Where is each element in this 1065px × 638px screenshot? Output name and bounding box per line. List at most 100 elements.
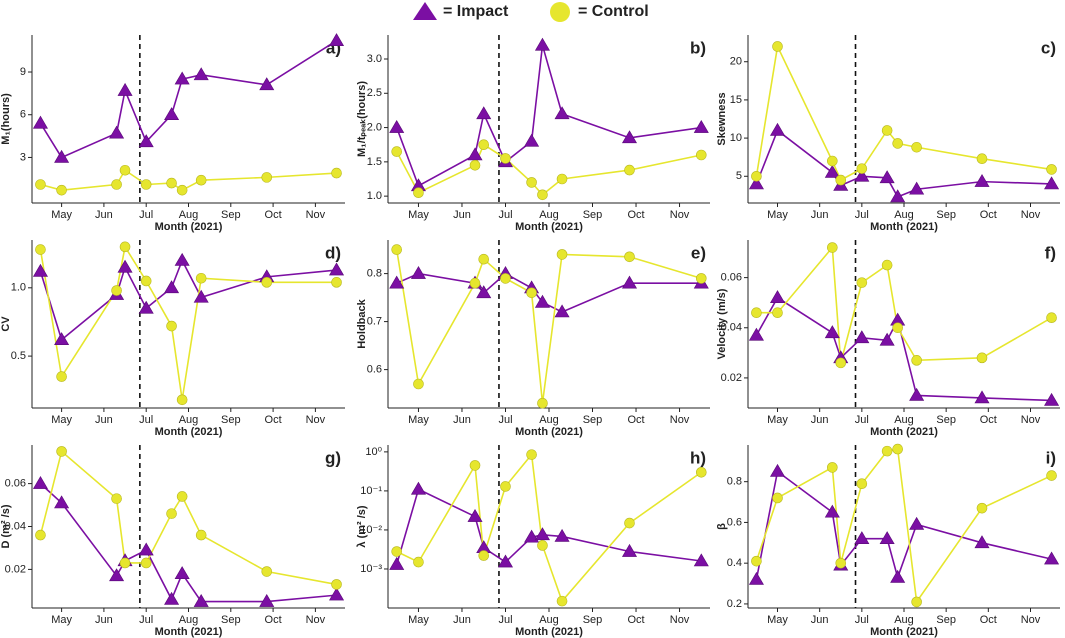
triangle-marker bbox=[32, 263, 48, 277]
x-tick-label: Aug bbox=[894, 414, 914, 426]
y-axis-title: D (m² /s) bbox=[0, 504, 12, 548]
panel: 0.5 1.0 May Jun Jul Aug Sep Oct Nov Month (2021) C… bbox=[0, 240, 345, 438]
triangle-marker bbox=[138, 542, 154, 556]
x-tick-label: May bbox=[767, 414, 788, 426]
triangle-marker bbox=[879, 531, 895, 545]
circle-marker bbox=[827, 155, 838, 167]
x-tick-label: Jun bbox=[811, 614, 829, 626]
circle-marker bbox=[119, 164, 131, 176]
y-tick-label: 0.4 bbox=[727, 557, 742, 569]
y-tick-label: 6 bbox=[20, 109, 26, 121]
triangle-marker bbox=[621, 543, 638, 557]
panel-label: d) bbox=[325, 243, 341, 262]
x-axis-title: Month (2021) bbox=[155, 626, 223, 638]
circle-marker bbox=[166, 508, 177, 519]
circle-marker bbox=[751, 307, 762, 319]
y-tick-label: 5 bbox=[736, 170, 742, 182]
triangle-marker bbox=[534, 294, 550, 308]
triangle-marker bbox=[259, 593, 275, 607]
triangle-marker bbox=[117, 259, 133, 273]
x-tick-label: Jul bbox=[498, 614, 512, 626]
x-tick-label: Jun bbox=[453, 209, 471, 221]
x-tick-label: Jul bbox=[139, 614, 153, 626]
triangle-marker bbox=[854, 330, 870, 344]
circle-marker bbox=[624, 164, 635, 176]
y-tick-label: 0.06 bbox=[5, 478, 26, 490]
x-tick-label: Oct bbox=[265, 209, 282, 221]
circle-marker bbox=[500, 481, 511, 492]
series-line bbox=[39, 40, 337, 159]
x-axis-title: Month (2021) bbox=[515, 221, 583, 233]
circle-marker bbox=[751, 170, 762, 182]
x-tick-label: Oct bbox=[627, 209, 644, 221]
y-tick-label: 1.5 bbox=[367, 156, 382, 168]
x-tick-label: May bbox=[767, 614, 788, 626]
circle-marker bbox=[526, 177, 537, 188]
series-line bbox=[756, 245, 1052, 364]
circle-marker bbox=[176, 491, 188, 502]
y-tick-label: 0.8 bbox=[727, 476, 742, 488]
triangle-marker bbox=[389, 275, 405, 289]
x-tick-label: Nov bbox=[306, 414, 326, 426]
triangle-marker bbox=[329, 587, 345, 601]
x-tick-label: Nov bbox=[670, 209, 690, 221]
triangle-marker bbox=[164, 591, 180, 605]
triangle-marker bbox=[138, 134, 154, 148]
triangle-marker bbox=[974, 174, 990, 187]
y-tick-label: 1.0 bbox=[11, 282, 26, 294]
circle-marker bbox=[892, 138, 903, 149]
y-tick-label: 3 bbox=[20, 151, 26, 163]
x-tick-label: Jun bbox=[811, 414, 829, 426]
x-tick-label: Jun bbox=[811, 209, 829, 221]
x-tick-label: Jul bbox=[498, 209, 512, 221]
x-tick-label: Aug bbox=[894, 209, 914, 221]
circle-marker bbox=[911, 596, 922, 608]
triangle-marker bbox=[974, 390, 990, 404]
circle-marker bbox=[772, 492, 783, 504]
circle-marker bbox=[35, 529, 46, 541]
x-tick-label: Jul bbox=[139, 209, 153, 221]
y-axis-title: CV bbox=[0, 316, 12, 332]
panel: 0.6 0.7 0.8 May Jun Jul Aug Sep Oct Nov Month (202… bbox=[356, 240, 710, 438]
panel-label: b) bbox=[690, 38, 706, 57]
y-tick-label: 0.8 bbox=[367, 268, 382, 280]
x-axis-title: Month (2021) bbox=[870, 221, 938, 233]
series-line bbox=[395, 249, 702, 404]
y-tick-label: 10 bbox=[730, 132, 742, 144]
circle-marker bbox=[195, 529, 207, 541]
circle-marker bbox=[1046, 164, 1057, 175]
panel: 0.02 0.04 0.06 May Jun Jul Aug Sep Oct Nov Month (… bbox=[0, 445, 345, 638]
triangle-marker bbox=[109, 125, 125, 139]
circle-marker bbox=[413, 187, 424, 199]
circle-marker bbox=[624, 517, 635, 529]
circle-marker bbox=[413, 378, 424, 390]
x-tick-label: Oct bbox=[980, 209, 997, 221]
panel: 1.0 1.5 2.0 2.5 3.0 May Jun Jul Aug Sep Oct Nov Mont… bbox=[356, 35, 710, 233]
circle-marker bbox=[976, 352, 988, 364]
y-tick-label: 0.6 bbox=[727, 516, 742, 528]
x-tick-label: Nov bbox=[306, 614, 326, 626]
circle-marker bbox=[478, 253, 490, 265]
triangle-marker bbox=[769, 463, 786, 477]
panel-label: g) bbox=[325, 448, 341, 467]
x-tick-label: Sep bbox=[936, 614, 956, 626]
y-tick-label: 2.5 bbox=[367, 87, 382, 99]
triangle-marker bbox=[329, 262, 345, 276]
y-tick-label: 9 bbox=[20, 66, 26, 78]
circle-marker bbox=[469, 460, 481, 471]
circle-marker bbox=[478, 139, 490, 151]
y-axis-title: β bbox=[716, 523, 728, 530]
triangle-marker bbox=[769, 122, 786, 136]
triangle-marker bbox=[259, 77, 275, 91]
x-tick-label: May bbox=[51, 414, 72, 426]
triangle-marker bbox=[909, 387, 925, 401]
triangle-marker bbox=[1044, 551, 1060, 565]
triangle-marker bbox=[693, 119, 709, 133]
triangle-marker bbox=[389, 556, 405, 570]
circle-marker bbox=[556, 173, 568, 185]
triangle-marker bbox=[534, 527, 550, 541]
y-tick-label: 2.0 bbox=[367, 121, 382, 133]
panel-label: h) bbox=[690, 448, 706, 467]
x-tick-label: May bbox=[408, 414, 429, 426]
triangle-marker bbox=[621, 275, 638, 289]
